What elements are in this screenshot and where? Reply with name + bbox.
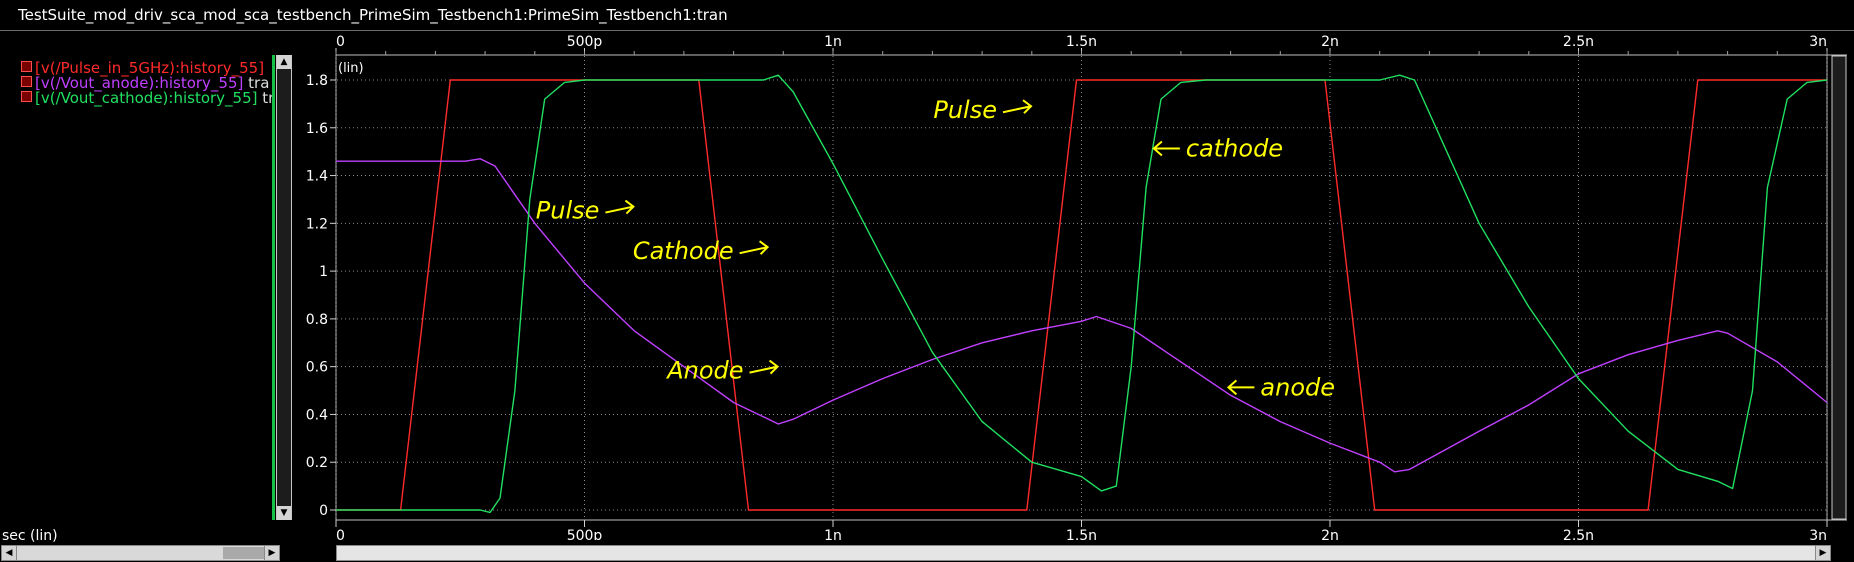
y-tick-label: 0 (319, 503, 328, 519)
x-tick-label-bottom: 2n (1321, 528, 1339, 540)
annotation-arrow (1226, 379, 1255, 396)
legend-label-anode: [v(/Vout_anode):history_55] (35, 74, 244, 92)
trace-marker-icon (21, 76, 32, 87)
legend-label-cathode: [v(/Vout_cathode):history_55] (35, 89, 258, 107)
legend-suffix: tr (262, 89, 275, 107)
x-tick-label-top: 1n (824, 34, 842, 50)
annotation-arrow (749, 359, 780, 375)
legend-item-cathode[interactable]: [v(/Vout_cathode):history_55] tr (21, 89, 274, 107)
annotation-arrow (1152, 140, 1180, 157)
legend-panel: [v(/Pulse_in_5GHz):history_55] [v(/Vout_… (0, 55, 275, 520)
x-tick-label-bottom: 1.5n (1066, 528, 1097, 540)
annotation-arrow (605, 199, 635, 215)
annotation-label: Anode (665, 357, 743, 385)
trace-marker-icon (21, 61, 32, 72)
annotation-arrow (1002, 99, 1033, 114)
panel-divider[interactable] (272, 55, 275, 520)
scroll-up-icon[interactable]: ▲ (277, 55, 291, 69)
x-tick-label-top: 2.5n (1563, 34, 1594, 50)
y-tick-label: 1.2 (306, 216, 328, 232)
x-tick-label-top: 2n (1321, 34, 1339, 50)
legend-item-anode[interactable]: [v(/Vout_anode):history_55] tra (21, 74, 269, 92)
scroll-down-icon[interactable]: ▼ (277, 506, 291, 520)
plot-vertical-scrollbar (1831, 55, 1847, 520)
series-line-1 (336, 158, 1828, 473)
y-tick-label: 1.4 (306, 169, 328, 185)
annotation-arrow (739, 240, 770, 255)
plot-horizontal-scrollbar[interactable] (336, 545, 1830, 561)
vertical-scrollbar[interactable]: ▲ ▼ (276, 55, 292, 520)
x-tick-label-bottom: 500p (567, 528, 603, 540)
y-tick-label: 0.4 (306, 407, 328, 423)
annotation-label: anode (1260, 373, 1335, 401)
legend-suffix: tra (248, 74, 270, 92)
scroll-thumb[interactable] (223, 547, 267, 559)
trace-marker-icon (21, 91, 32, 102)
x-tick-label-bottom: 2.5n (1563, 528, 1594, 540)
y-tick-label: 0.6 (306, 360, 328, 376)
y-tick-label: 0.8 (306, 312, 328, 328)
annotation-label: cathode (1186, 134, 1283, 162)
legend-horizontal-scrollbar[interactable] (16, 545, 280, 561)
x-tick-label-top: 0 (336, 34, 345, 50)
scroll-left-icon[interactable]: ◀ (1, 545, 17, 561)
y-tick-label: 1.6 (306, 121, 328, 137)
waveform-plot[interactable]: 00500p500p1n1n1.5n1.5n2n2n2.5n2.5n3n3n00… (0, 0, 1854, 540)
scroll-right-icon[interactable]: ▶ (1815, 545, 1831, 561)
x-tick-label-bottom: 1n (824, 528, 842, 540)
y-axis-scale-label: (lin) (338, 61, 364, 76)
window-titlebar: TestSuite_mod_driv_sca_mod_sca_testbench… (0, 0, 1854, 31)
y-tick-label: 0.2 (306, 455, 328, 471)
window-title: TestSuite_mod_driv_sca_mod_sca_testbench… (18, 6, 728, 24)
x-tick-label-top: 1.5n (1066, 34, 1097, 50)
x-axis-unit-label: sec (lin) (2, 528, 58, 544)
annotation-label: Pulse (933, 96, 997, 124)
x-tick-label-bottom: 3n (1809, 528, 1827, 540)
annotation-label: Pulse (536, 197, 600, 225)
series-line-2 (336, 74, 1828, 514)
scroll-right-icon[interactable]: ▶ (264, 545, 280, 561)
legend-label-pulse: [v(/Pulse_in_5GHz):history_55] (35, 59, 265, 77)
series-line-0 (336, 79, 1827, 511)
y-tick-label: 1.8 (306, 73, 328, 89)
x-tick-label-bottom: 0 (336, 528, 345, 540)
legend-item-pulse[interactable]: [v(/Pulse_in_5GHz):history_55] (21, 59, 264, 77)
y-tick-label: 1 (319, 264, 328, 280)
annotation-label: Cathode (633, 237, 734, 265)
x-tick-label-top: 3n (1809, 34, 1827, 50)
x-tick-label-top: 500p (567, 34, 603, 50)
